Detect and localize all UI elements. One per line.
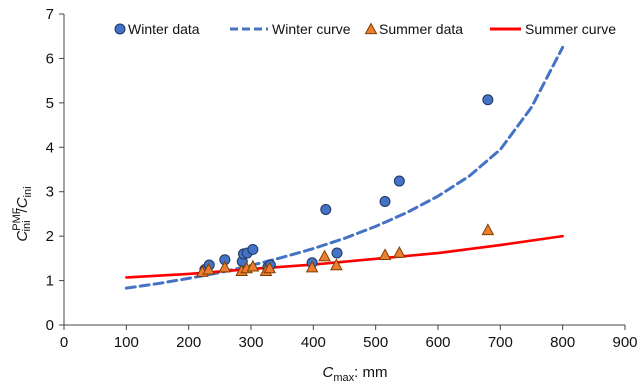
y-tick-label: 6 bbox=[46, 50, 54, 67]
y-tick-label: 1 bbox=[46, 273, 54, 290]
winter-data-point bbox=[320, 203, 332, 215]
y-tick-label: 3 bbox=[46, 184, 54, 201]
curves bbox=[124, 45, 565, 290]
y-tick-label: 4 bbox=[46, 139, 54, 156]
y-tick-label: 7 bbox=[46, 6, 54, 23]
winter-data-point bbox=[331, 247, 343, 259]
x-tick-label: 300 bbox=[238, 334, 263, 351]
y-axis-label-denominator-main: C bbox=[14, 197, 31, 208]
summer-data-point bbox=[481, 223, 495, 236]
y-tick-label: 2 bbox=[46, 228, 54, 245]
winter-data-point bbox=[379, 195, 391, 207]
winter-data-point bbox=[393, 175, 405, 187]
x-tick-label: 700 bbox=[488, 334, 513, 351]
winter-data-point bbox=[482, 94, 494, 106]
legend-summer-curve-label: Summer curve bbox=[525, 21, 616, 37]
summer-data-point bbox=[202, 262, 215, 275]
summer-data-point bbox=[246, 259, 260, 272]
legend-winter-curve-label: Winter curve bbox=[272, 21, 351, 37]
y-axis-label-group: CPMFini/Cini bbox=[11, 186, 34, 241]
y-axis-label-denominator-sub: ini bbox=[22, 186, 34, 197]
legend: Winter data Winter curve Summer data Summer… bbox=[114, 21, 616, 37]
axes: 0 1 2 3 4 5 6 7 0 100 200 300 400 500 600 700 800 900 bbox=[46, 6, 638, 351]
winter-data-point bbox=[247, 243, 259, 255]
winter-curve-line bbox=[124, 45, 565, 290]
summer-data-point bbox=[318, 249, 331, 262]
x-tick-label: 800 bbox=[550, 334, 575, 351]
summer-data-point bbox=[330, 258, 343, 271]
x-tick-label: 100 bbox=[114, 334, 139, 351]
markers bbox=[196, 94, 495, 277]
summer-curve-line bbox=[125, 234, 564, 279]
legend-summer-data-icon bbox=[364, 22, 378, 35]
legend-item: Summer data bbox=[364, 21, 463, 37]
summer-data-point bbox=[305, 260, 319, 273]
y-tick-label: 5 bbox=[46, 95, 54, 112]
y-axis-label-numerator-sup: PMF bbox=[11, 207, 23, 231]
x-tick-label: 0 bbox=[60, 334, 68, 351]
y-axis-label-numerator-main: C bbox=[14, 231, 31, 242]
y-axis-label-slash: / bbox=[14, 207, 31, 212]
legend-winter-data-icon bbox=[114, 23, 126, 35]
legend-summer-data-label: Summer data bbox=[379, 21, 463, 37]
summer-data-point bbox=[393, 246, 406, 258]
y-axis-label-numerator-sub: ini bbox=[21, 220, 33, 231]
x-tick-label: 200 bbox=[176, 334, 201, 351]
y-tick-label: 0 bbox=[46, 317, 54, 334]
x-tick-label: 400 bbox=[301, 334, 326, 351]
summer-data-point bbox=[263, 261, 277, 274]
legend-item: Winter data bbox=[114, 21, 200, 37]
legend-item: Winter curve bbox=[230, 21, 351, 37]
x-axis-label: Cmax: mm bbox=[323, 364, 388, 384]
y-axis-label: CPMFini/Cini bbox=[11, 186, 34, 241]
x-tick-label: 900 bbox=[612, 334, 637, 351]
x-tick-label: 600 bbox=[425, 334, 450, 351]
legend-winter-data-label: Winter data bbox=[128, 21, 200, 37]
x-axis-label-suffix: : mm bbox=[354, 364, 387, 381]
x-axis-label-main: C bbox=[323, 364, 334, 381]
legend-item: Summer curve bbox=[490, 21, 616, 37]
x-axis-label-sub: max bbox=[333, 372, 354, 384]
summer-data-point bbox=[218, 260, 232, 273]
x-tick-label: 500 bbox=[363, 334, 388, 351]
summer-data-point bbox=[378, 248, 392, 260]
